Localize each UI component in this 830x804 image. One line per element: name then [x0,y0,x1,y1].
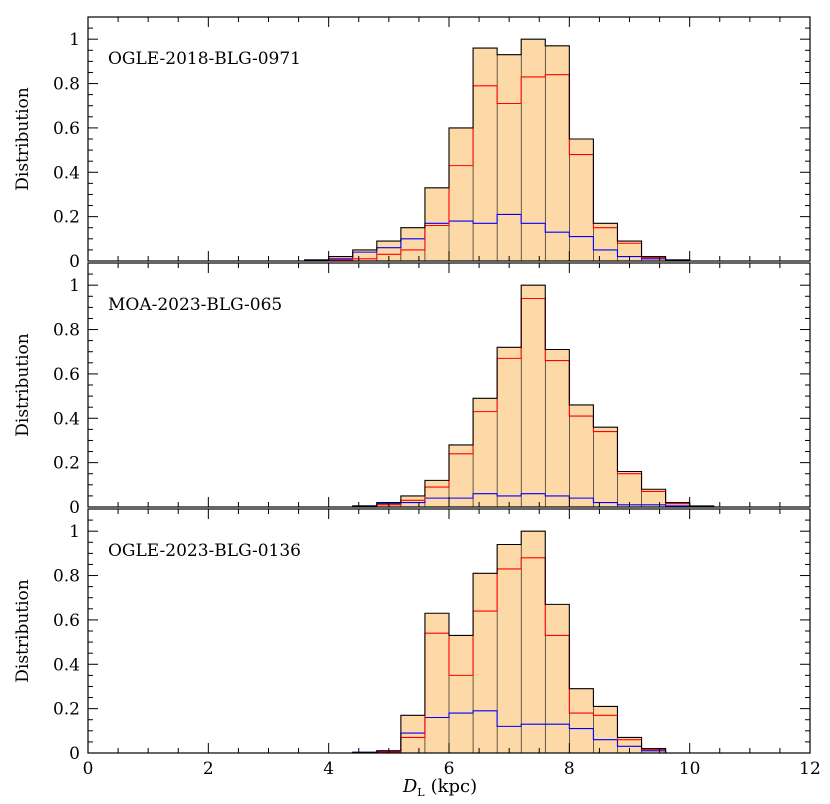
panel-1-ytick-label: 1 [69,30,80,50]
xtick-label: 12 [799,759,821,779]
panel-3-ytick-label: 0.8 [53,567,80,587]
panel-1-ylabel: Distribution [13,87,33,191]
panel-2-ytick-label: 0.2 [53,454,80,474]
panel-2-ytick-label: 0.8 [53,321,80,341]
panel-1-ytick-label: 0.2 [53,208,80,228]
panel-1-disk-line [88,74,810,262]
panel-2: 0 0.2 0.4 0.6 0.8 1 Distribution MOA-2023-BLG-0… [13,262,811,518]
panel-2-ytick-label: 0.4 [53,409,80,429]
panel-3-total-line [88,530,810,754]
xtick-label: 8 [564,759,575,779]
panel-1-ytick-label: 0 [69,252,80,272]
x-axis-label-unit: (kpc) [431,776,478,797]
panel-3-ytick-label: 0.2 [53,700,80,720]
xtick-label: 6 [444,759,455,779]
panel-2-ytick-label: 1 [69,276,80,296]
panel-3-ytick-label: 0.6 [53,611,80,631]
panel-1: 0 0.2 0.4 0.6 0.8 1 Distribution OGLE-2018-BLG-… [13,16,811,272]
panel-1-event-label: OGLE-2018-BLG-0971 [108,49,301,69]
panel-1-ytick-label: 0.6 [53,119,80,139]
panel-2-ytick-label: 0 [69,498,80,518]
panel-3: 0 0.2 0.4 0.6 0.8 1 Distribution OGLE-2023-BLG-… [13,508,821,779]
panel-3-ylabel: Distribution [13,579,33,683]
panels-group: 0 0.2 0.4 0.6 0.8 1 Distribution OGLE-2018-BLG-… [13,16,821,779]
panel-3-ytick-label: 0.4 [53,655,80,675]
x-axis-label: DL (kpc) [402,776,477,799]
x-axis-label-symbol: D [402,776,418,797]
panel-3-event-label: OGLE-2023-BLG-0136 [108,541,301,561]
panel-2-ylabel: Distribution [13,333,33,437]
xtick-label: 2 [203,759,214,779]
panel-2-event-label: MOA-2023-BLG-065 [108,295,282,315]
panel-3-ytick-label: 1 [69,522,80,542]
xtick-label: 4 [323,759,334,779]
xtick-label: 0 [83,759,94,779]
panel-2-ytick-label: 0.6 [53,365,80,385]
panel-2-total-line [88,284,810,508]
panel-3-ytick-label: 0 [69,744,80,764]
x-axis-label-subscript: L [417,786,425,799]
xtick-label: 10 [679,759,701,779]
panel-1-ytick-label: 0.4 [53,163,80,183]
panel-1-ytick-label: 0.8 [53,75,80,95]
panel-1-total-line [88,38,810,262]
